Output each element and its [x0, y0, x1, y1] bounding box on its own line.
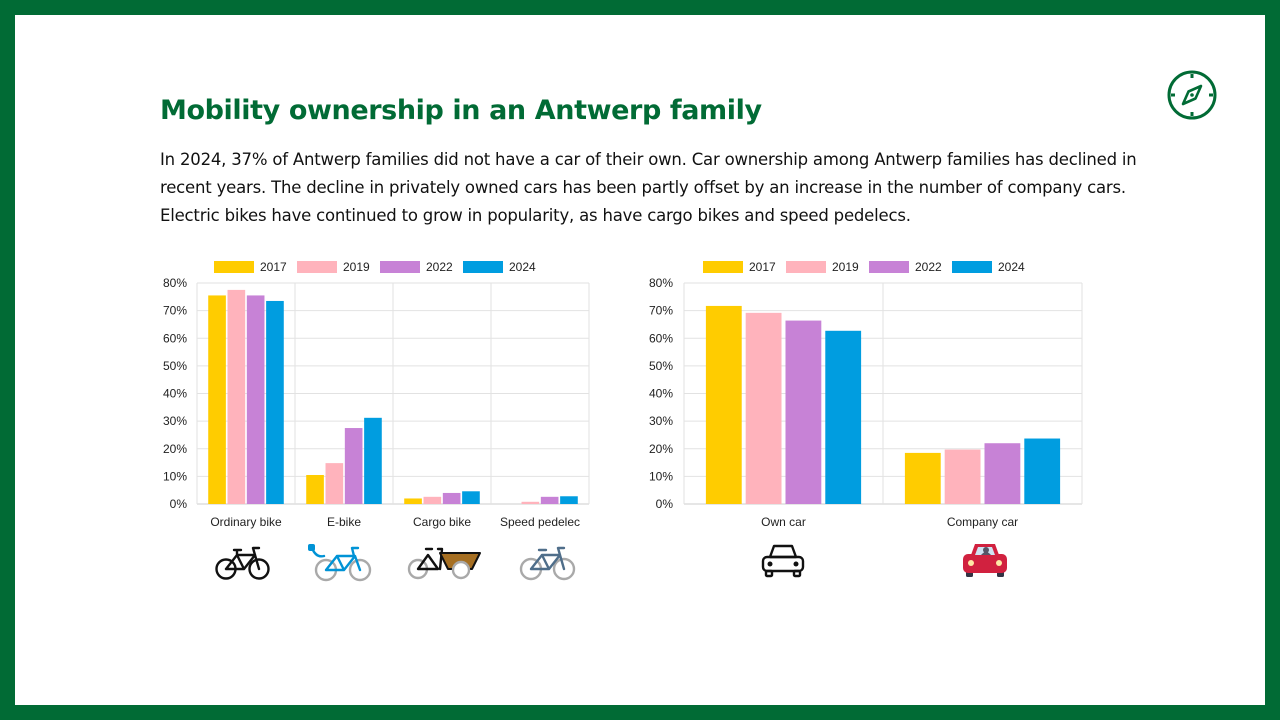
- y-tick-label: 40%: [163, 387, 187, 401]
- bar-own-car-2017: [705, 305, 742, 504]
- legend-label-2022: 2022: [426, 260, 453, 274]
- speed-pedelec-icon: [519, 546, 576, 581]
- legend-swatch-2022: [380, 261, 420, 273]
- bar-ordinary-bike-2022: [246, 295, 265, 504]
- y-tick-label: 60%: [649, 331, 673, 345]
- legend-label-2019: 2019: [343, 260, 370, 274]
- bar-own-car-2019: [745, 312, 782, 504]
- y-tick-label: 80%: [163, 276, 187, 290]
- y-tick-label: 60%: [163, 331, 187, 345]
- bar-ordinary-bike-2019: [227, 289, 246, 504]
- bar-cargo-bike-2024: [462, 491, 480, 504]
- legend-label-2019: 2019: [832, 260, 859, 274]
- bar-speed-pedelec-2019: [521, 501, 540, 504]
- intro-paragraph: In 2024, 37% of Antwerp families did not…: [160, 150, 1137, 225]
- page-title: Mobility ownership in an Antwerp family: [160, 95, 762, 126]
- bar-e-bike-2024: [364, 417, 382, 504]
- y-tick-label: 70%: [649, 304, 673, 318]
- bar-e-bike-2017: [306, 474, 324, 504]
- y-tick-label: 50%: [649, 359, 673, 373]
- bar-e-bike-2019: [325, 463, 344, 504]
- y-tick-label: 0%: [656, 497, 674, 511]
- y-tick-label: 20%: [649, 442, 673, 456]
- bicycle-icon: [215, 546, 270, 580]
- bar-company-car-2024: [1024, 438, 1061, 504]
- car-red-icon: [963, 544, 1007, 577]
- legend-swatch-2019: [786, 261, 826, 273]
- x-tick-label: Own car: [761, 515, 806, 529]
- bar-own-car-2022: [785, 320, 822, 504]
- bar-cargo-bike-2017: [404, 498, 422, 504]
- bar-cargo-bike-2019: [423, 496, 442, 504]
- bar-ordinary-bike-2024: [266, 300, 284, 504]
- x-tick-label: Speed pedelec: [500, 515, 580, 529]
- bar-speed-pedelec-2022: [540, 496, 559, 504]
- y-tick-label: 0%: [170, 497, 188, 511]
- x-tick-label: E-bike: [327, 515, 361, 529]
- legend-swatch-2019: [297, 261, 337, 273]
- cargo-bike-icon: [407, 547, 481, 580]
- bar-own-car-2024: [825, 330, 862, 504]
- e-bike-icon: [308, 544, 372, 582]
- bar-e-bike-2022: [344, 428, 363, 504]
- legend-swatch-2024: [463, 261, 503, 273]
- legend-label-2022: 2022: [915, 260, 942, 274]
- y-tick-label: 30%: [649, 414, 673, 428]
- x-tick-label: Cargo bike: [413, 515, 471, 529]
- y-tick-label: 70%: [163, 304, 187, 318]
- compass-icon[interactable]: [1166, 69, 1218, 121]
- car-outline-icon: [761, 544, 805, 578]
- legend-label-2017: 2017: [260, 260, 287, 274]
- y-tick-label: 10%: [649, 469, 673, 483]
- legend-swatch-2017: [703, 261, 743, 273]
- bar-company-car-2019: [944, 449, 981, 504]
- legend-swatch-2024: [952, 261, 992, 273]
- y-tick-label: 20%: [163, 442, 187, 456]
- x-tick-label: Company car: [947, 515, 1018, 529]
- bar-company-car-2022: [984, 443, 1021, 504]
- y-tick-label: 80%: [649, 276, 673, 290]
- bar-company-car-2017: [904, 452, 941, 504]
- y-tick-label: 10%: [163, 469, 187, 483]
- legend-label-2017: 2017: [749, 260, 776, 274]
- y-tick-label: 50%: [163, 359, 187, 373]
- bar-cargo-bike-2022: [442, 492, 461, 504]
- y-tick-label: 40%: [649, 387, 673, 401]
- y-tick-label: 30%: [163, 414, 187, 428]
- legend-label-2024: 2024: [509, 260, 536, 274]
- legend-swatch-2017: [214, 261, 254, 273]
- bar-speed-pedelec-2024: [560, 496, 578, 504]
- legend-swatch-2022: [869, 261, 909, 273]
- bar-ordinary-bike-2017: [208, 295, 226, 504]
- x-tick-label: Ordinary bike: [210, 515, 282, 529]
- legend-label-2024: 2024: [998, 260, 1025, 274]
